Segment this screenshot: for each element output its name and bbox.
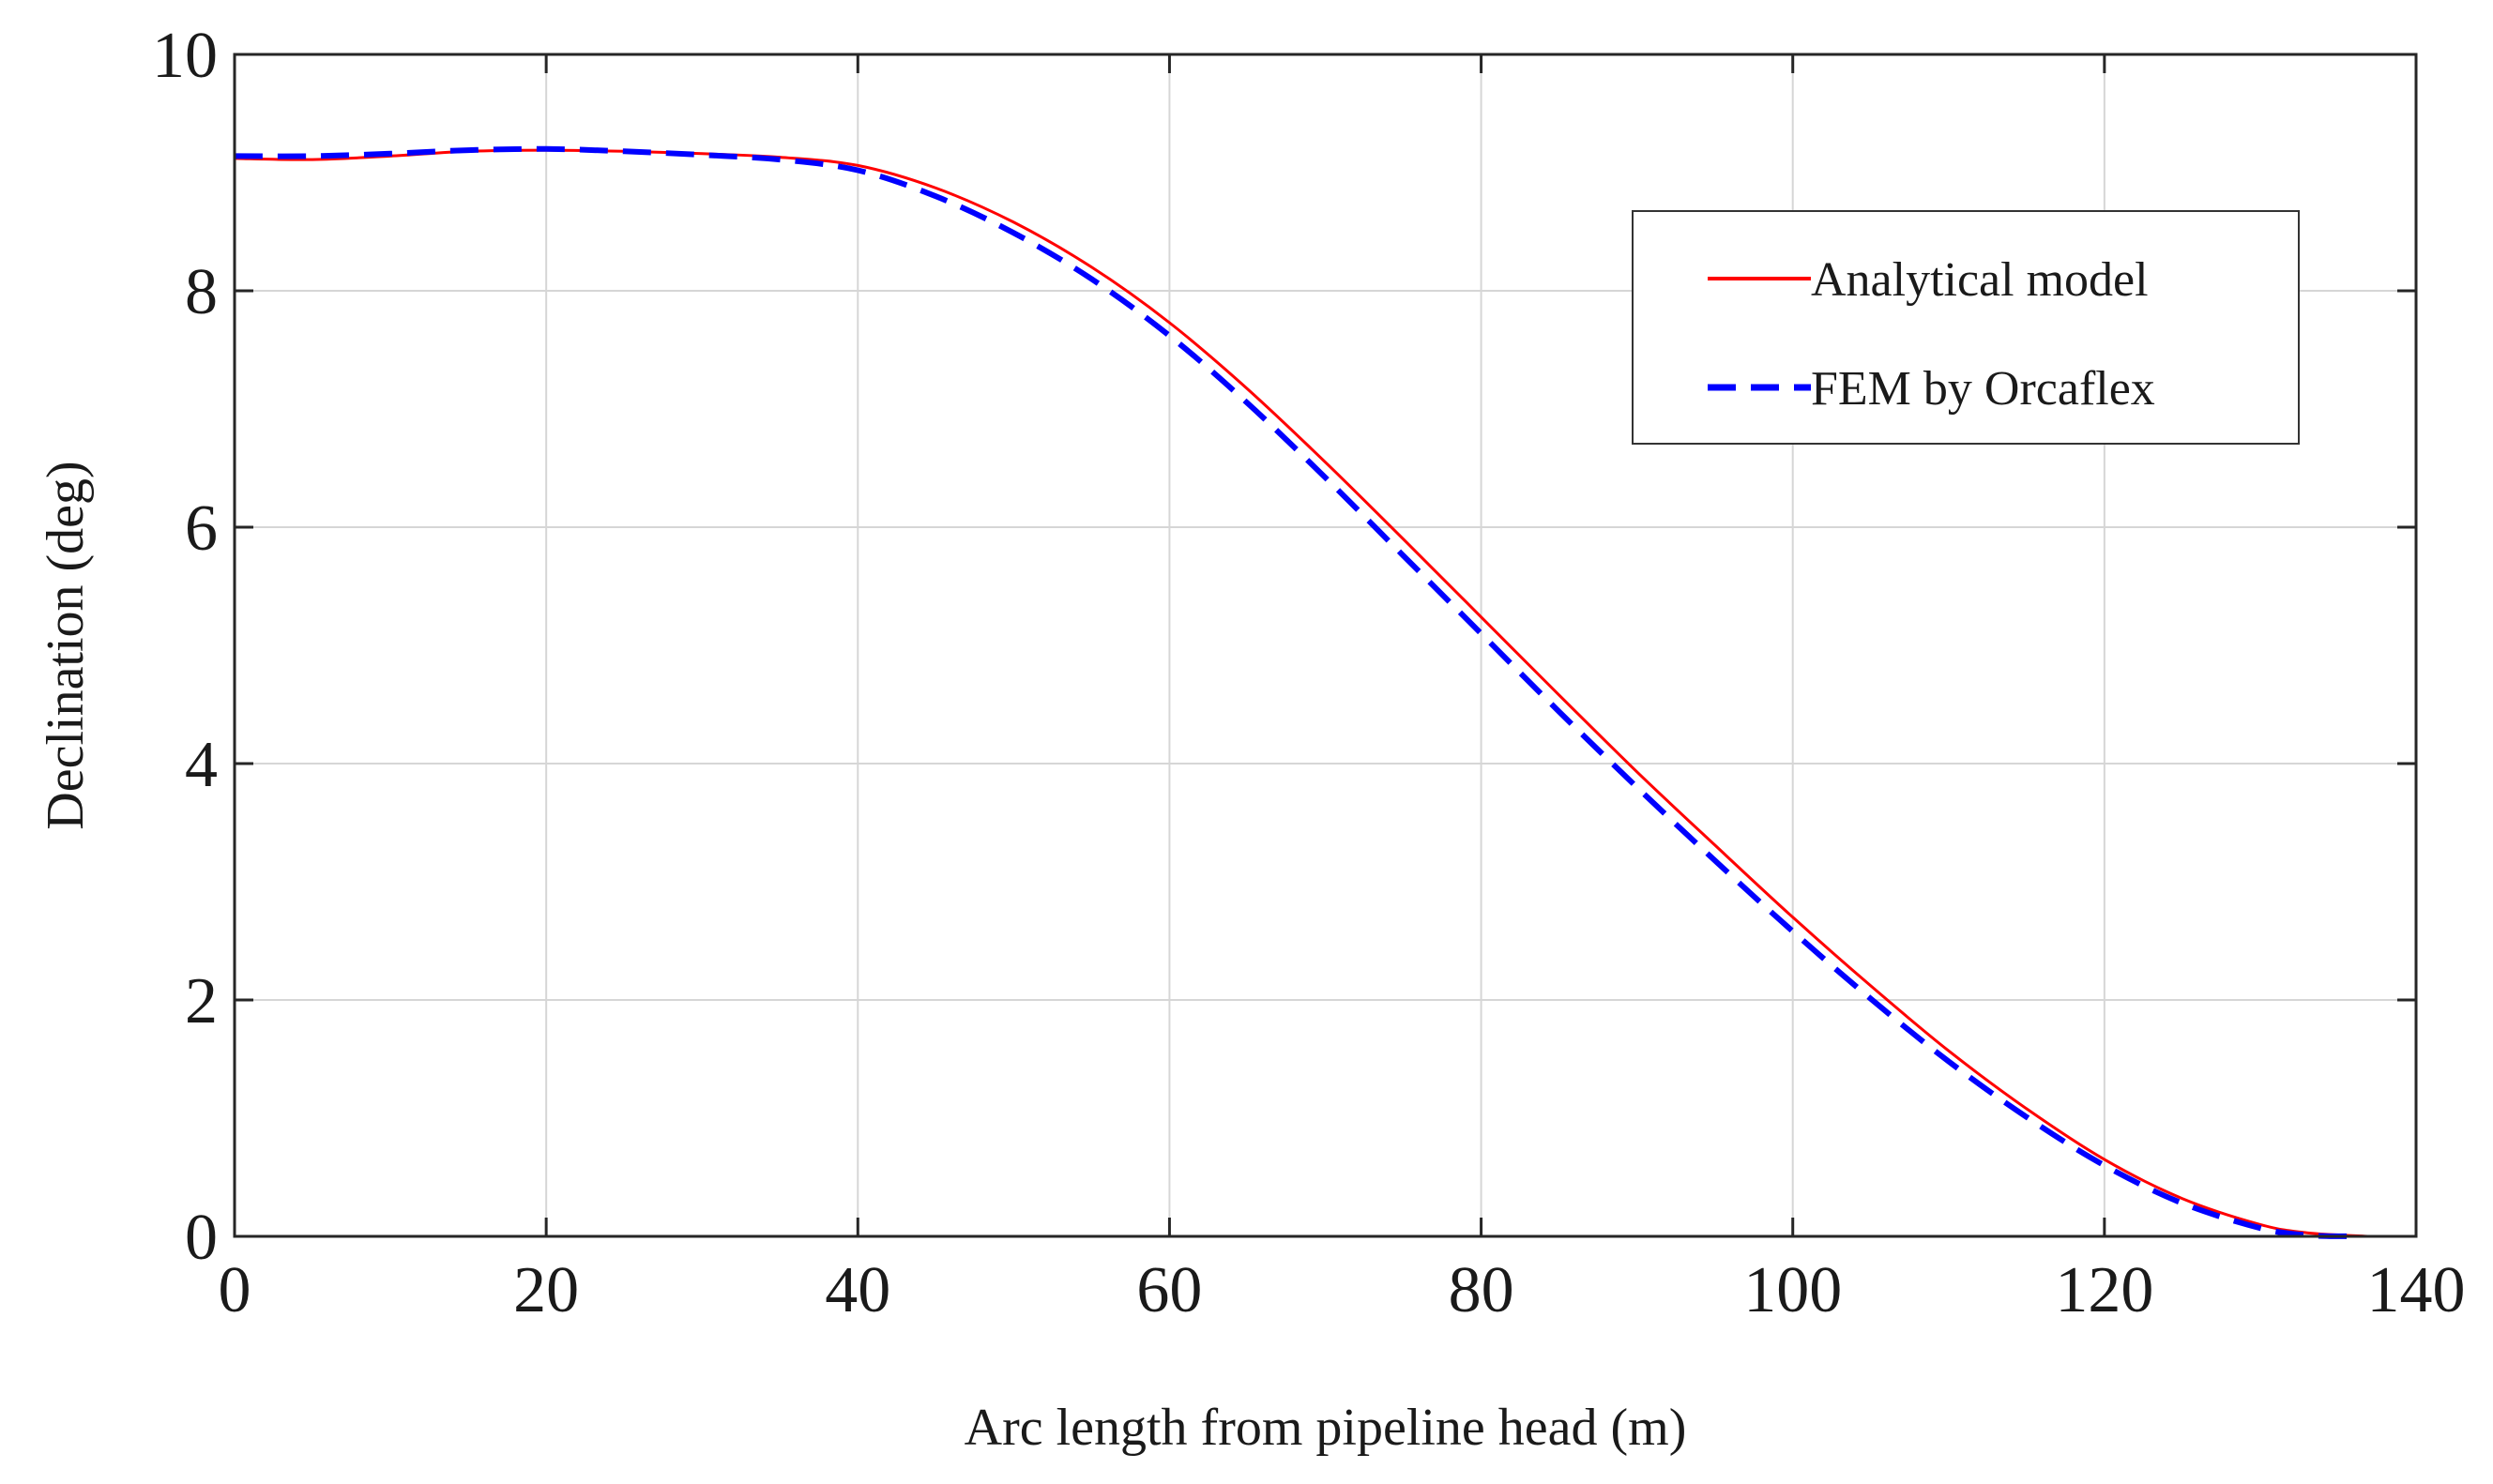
y-tick-label: 4 <box>185 729 218 801</box>
x-tick-label: 80 <box>1449 1254 1514 1326</box>
x-tick-label: 40 <box>825 1254 890 1326</box>
series-line-analytical-model <box>234 148 2370 1238</box>
legend-box <box>1632 210 2300 445</box>
x-tick-label: 120 <box>2055 1254 2153 1326</box>
legend: Analytical model FEM by Orcaflex <box>1632 210 2300 445</box>
plot-series <box>234 145 2370 1239</box>
x-tick-label: 0 <box>219 1254 251 1326</box>
x-tick-label: 20 <box>513 1254 579 1326</box>
x-tick-label: 100 <box>1743 1254 1842 1326</box>
y-tick-label: 0 <box>185 1202 218 1274</box>
legend-label-fem-by-orcaflex: FEM by Orcaflex <box>1811 362 2155 416</box>
x-tick-labels: 0 20 40 60 80 100 120 140 <box>219 1254 2466 1326</box>
x-tick-label: 60 <box>1136 1254 1202 1326</box>
y-tick-label: 6 <box>185 492 218 565</box>
y-axis-title: Declination (deg) <box>37 461 95 829</box>
series-line-fem-by-orcaflex <box>234 145 2354 1239</box>
y-tick-label: 10 <box>152 20 218 92</box>
axis-ticks <box>233 53 2418 1238</box>
y-tick-labels: 0 2 4 6 8 10 <box>152 20 218 1274</box>
y-tick-label: 8 <box>185 256 218 328</box>
plot-frame <box>233 53 2418 1238</box>
x-axis-title: Arc length from pipeline head (m) <box>965 1399 1687 1457</box>
y-tick-label: 2 <box>185 965 218 1037</box>
legend-label-analytical-model: Analytical model <box>1811 253 2149 307</box>
x-tick-label: 140 <box>2367 1254 2466 1326</box>
